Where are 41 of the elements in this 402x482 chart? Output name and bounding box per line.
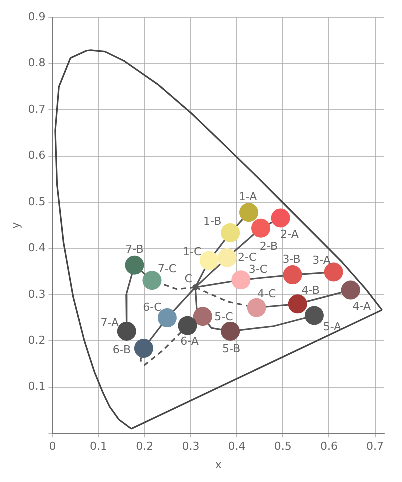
annotation: 1-C bbox=[183, 246, 202, 259]
y-tick-label: 0.6 bbox=[28, 149, 46, 162]
y-tick-label: 0.8 bbox=[28, 56, 46, 70]
y-tick-label: 0.9 bbox=[28, 10, 46, 24]
annotation: 5-B bbox=[222, 342, 241, 356]
annotation: 6-C bbox=[143, 300, 162, 314]
x-tick-label: 0.2 bbox=[136, 440, 154, 454]
annotation: 4-A bbox=[352, 300, 372, 314]
y-tick-label: 0.7 bbox=[28, 102, 46, 116]
y-tick-label: 0.1 bbox=[28, 380, 46, 394]
annotation: 2-C bbox=[238, 250, 257, 264]
annotation: 7-B bbox=[126, 243, 144, 256]
annotation: 1-A bbox=[238, 190, 258, 204]
y-tick-label: 0.5 bbox=[28, 195, 46, 208]
annotation: 3-A bbox=[312, 254, 332, 268]
y-tick-label: 0.4 bbox=[28, 242, 46, 255]
x-tick-label: 0.1 bbox=[90, 440, 108, 454]
y-axis-title: y bbox=[9, 222, 22, 229]
x-tick-label: 0.4 bbox=[228, 440, 246, 454]
x-tick-label: 0.7 bbox=[366, 440, 384, 454]
annotation: 4-C bbox=[258, 288, 276, 301]
x-tick-label: 0.6 bbox=[320, 440, 338, 454]
annotation: 7-A bbox=[100, 316, 120, 330]
annotation: 7-C bbox=[158, 262, 177, 276]
annotation: 5-A bbox=[323, 320, 342, 334]
annotation: 6-A bbox=[180, 334, 200, 348]
annotation: 3-B bbox=[282, 252, 301, 266]
annotation: 2-A bbox=[280, 228, 300, 242]
annotation: 1-B bbox=[204, 214, 222, 228]
x-axis-title: x bbox=[215, 458, 222, 472]
y-tick-label: 0.3 bbox=[28, 288, 46, 301]
annotation: 6-B bbox=[112, 343, 132, 356]
annotation: 2-B bbox=[260, 240, 278, 254]
annotation: 4-B bbox=[302, 284, 320, 298]
annotation: 3-C bbox=[248, 263, 268, 276]
x-tick-label: 0 bbox=[49, 440, 56, 454]
annotation: 5-C bbox=[214, 310, 234, 324]
x-tick-label: 0.5 bbox=[274, 440, 292, 454]
x-tick-label: 0.3 bbox=[182, 440, 200, 454]
y-tick-label: 0.2 bbox=[28, 334, 46, 348]
annotation: C bbox=[184, 272, 193, 286]
